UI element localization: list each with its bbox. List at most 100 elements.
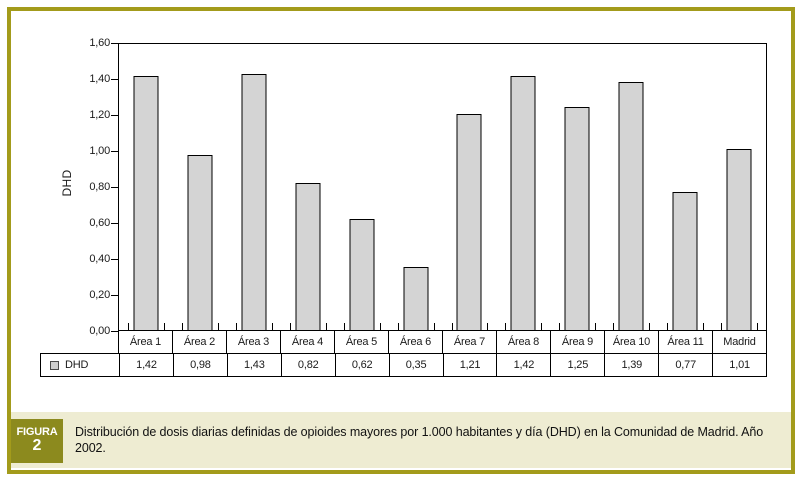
category-label-cell: Área 8 — [496, 331, 550, 353]
bar — [510, 76, 536, 330]
x-axis-tick — [235, 323, 237, 330]
y-tick-mark — [111, 186, 118, 188]
plot-category-slot — [281, 44, 335, 330]
category-label-cell: Área 6 — [388, 331, 442, 353]
x-axis-tick — [181, 323, 183, 330]
plot-category-slot — [443, 44, 497, 330]
bar — [672, 192, 698, 330]
y-tick-mark — [111, 258, 118, 260]
legend-swatch-icon — [50, 360, 59, 370]
figure-caption: Distribución de dosis diarias definidas … — [75, 425, 764, 455]
plot-category-slot — [712, 44, 766, 330]
x-axis-tick — [451, 323, 453, 330]
value-cell: 1,42 — [119, 354, 173, 376]
plot-category-slot — [496, 44, 550, 330]
legend-cell: DHD — [41, 354, 119, 376]
value-cell: 0,98 — [172, 354, 227, 376]
y-tick-mark — [111, 114, 118, 116]
y-tick-label: 1,40 — [89, 73, 110, 85]
x-axis-tick — [649, 323, 651, 330]
category-label-cell: Área 11 — [658, 331, 712, 353]
x-axis-tick — [343, 323, 345, 330]
category-label-row: Área 1 Área 2 Área 3 Área 4 Área 5 Área 6 Área… — [118, 331, 767, 353]
value-cell: 0,82 — [280, 354, 335, 376]
value-cell: 1,25 — [550, 354, 604, 376]
figure-badge-word: FIGURA — [16, 425, 58, 438]
bar — [241, 74, 267, 330]
bar — [726, 149, 752, 330]
x-axis-tick — [667, 323, 669, 330]
plot-category-slot — [550, 44, 604, 330]
x-axis-tick — [721, 323, 723, 330]
x-axis-tick — [613, 323, 615, 330]
x-axis-tick — [163, 323, 165, 330]
x-axis-tick — [703, 323, 705, 330]
category-label-cell: Madrid — [712, 331, 766, 353]
y-tick-mark — [111, 294, 118, 296]
y-tick-label: 0,00 — [89, 325, 110, 337]
x-axis-tick — [217, 323, 219, 330]
plot-category-slot — [658, 44, 712, 330]
category-label-cell: Área 1 — [129, 336, 162, 348]
y-tick-mark — [111, 330, 118, 332]
value-cell: 1,39 — [604, 354, 658, 376]
bar — [618, 81, 644, 330]
plot-category-slot — [227, 44, 281, 330]
x-axis-tick — [289, 323, 291, 330]
category-label-cell: Área 2 — [172, 331, 226, 353]
bar — [403, 267, 429, 330]
x-axis-tick — [487, 323, 489, 330]
x-axis-tick — [397, 323, 399, 330]
plot-category-slot — [119, 44, 173, 330]
bar — [564, 106, 590, 330]
y-tick-label: 0,80 — [89, 181, 110, 193]
plot-category-slot — [173, 44, 227, 330]
y-tick-mark — [111, 150, 118, 152]
y-tick-mark — [111, 42, 118, 44]
value-cell: 1,21 — [442, 354, 497, 376]
y-tick-label: 0,20 — [89, 289, 110, 301]
x-axis-tick — [379, 323, 381, 330]
value-cell: 1,43 — [226, 354, 281, 376]
caption-band — [11, 412, 792, 468]
value-cell: 0,35 — [388, 354, 443, 376]
x-axis-tick — [325, 323, 327, 330]
value-cell: 0,62 — [334, 354, 389, 376]
legend-label: DHD — [65, 359, 89, 371]
y-tick-label: 0,60 — [89, 217, 110, 229]
bar — [295, 183, 321, 330]
category-label-cell: Área 7 — [442, 331, 496, 353]
bar — [349, 219, 375, 330]
y-tick-label: 1,00 — [89, 145, 110, 157]
category-label-cell: Área 4 — [280, 331, 334, 353]
figure-badge-number: 2 — [32, 437, 42, 455]
y-tick-label: 1,20 — [89, 109, 110, 121]
data-table-row: DHD 1,42 0,98 1,43 0,82 0,62 0,35 1,21 1,42 1,25… — [40, 353, 767, 377]
x-axis-tick — [505, 323, 507, 330]
value-cell: 0,77 — [658, 354, 712, 376]
figure-number-badge: FIGURA 2 — [11, 419, 63, 463]
plot-category-slot — [389, 44, 443, 330]
y-tick-label: 1,60 — [89, 37, 110, 49]
category-label-cell: Área 3 — [226, 331, 280, 353]
bar-chart-plot-area — [118, 43, 767, 331]
plot-category-slot — [335, 44, 389, 330]
y-tick-mark — [111, 222, 118, 224]
y-tick-label: 0,40 — [89, 253, 110, 265]
value-cell: 1,42 — [496, 354, 550, 376]
bar — [456, 113, 482, 330]
x-axis-tick — [541, 323, 543, 330]
x-axis-tick — [433, 323, 435, 330]
y-tick-mark — [111, 78, 118, 80]
category-label-cell: Área 10 — [604, 331, 658, 353]
x-axis-tick — [128, 323, 129, 330]
bar — [133, 76, 159, 330]
x-axis-tick — [271, 323, 273, 330]
plot-category-slot — [604, 44, 658, 330]
x-axis-tick — [595, 323, 597, 330]
category-label-cell: Área 5 — [334, 331, 388, 353]
x-axis-tick — [559, 323, 561, 330]
bar — [187, 154, 213, 330]
category-label-cell: Área 9 — [550, 331, 604, 353]
